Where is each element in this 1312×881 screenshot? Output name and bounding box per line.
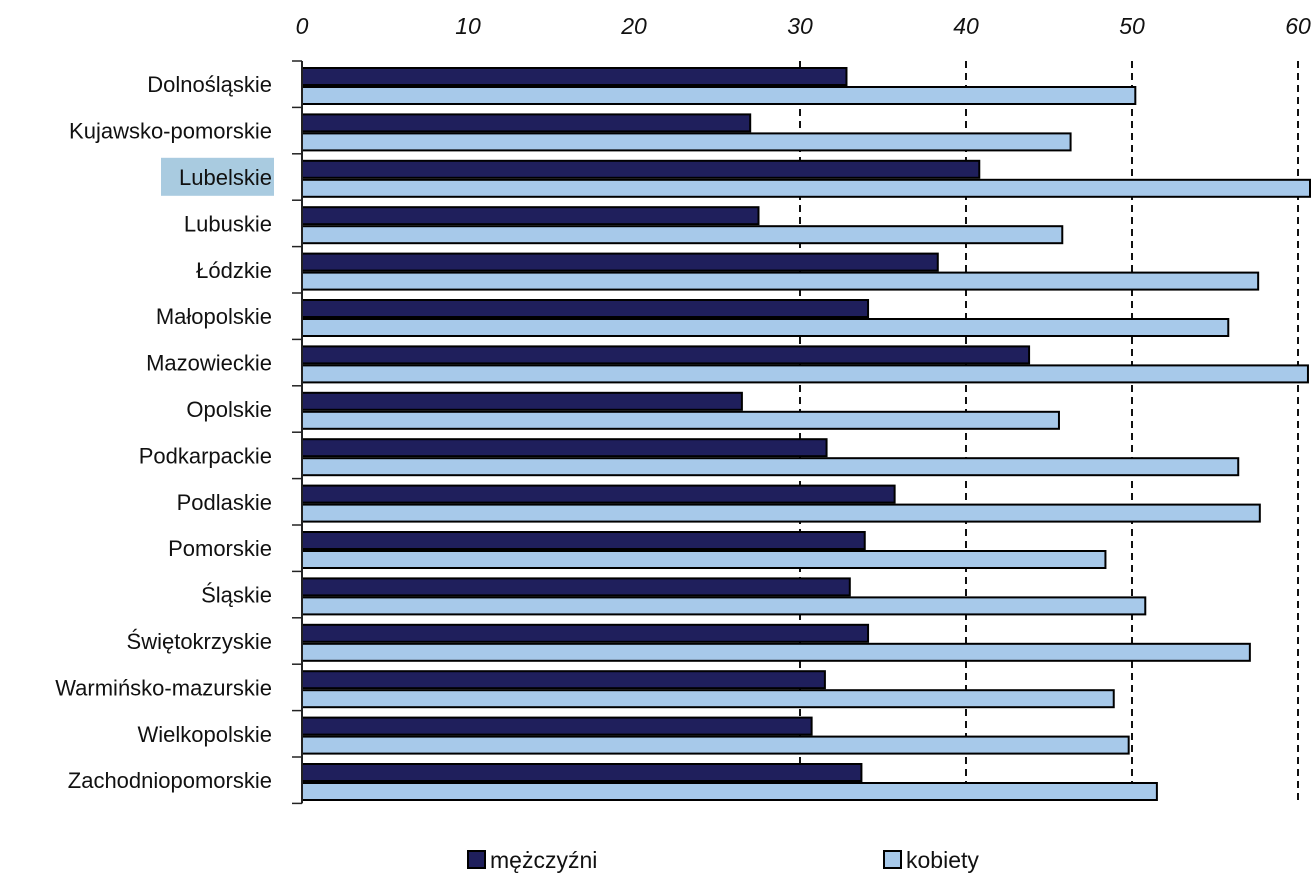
- category-label-slaskie: Śląskie: [201, 583, 272, 608]
- category-label-podlaskie: Podlaskie: [177, 490, 272, 515]
- bar-kobiety-lodzkie: [301, 271, 1260, 291]
- category-label-dolnoslaskie: Dolnośląskie: [147, 72, 272, 97]
- bar-kobiety-opolskie: [301, 410, 1060, 430]
- bar-mezczyzni-podlaskie: [301, 484, 896, 504]
- category-label-swietokrzyskie: Świętokrzyskie: [127, 629, 272, 654]
- category-label-podkarpackie: Podkarpackie: [139, 443, 272, 468]
- x-tick-label-50: 50: [1119, 13, 1145, 39]
- bar-mezczyzni-podkarpackie: [301, 438, 828, 458]
- x-tick-label-0: 0: [296, 13, 309, 39]
- bar-mezczyzni-swietokrzyskie: [301, 623, 870, 643]
- bar-mezczyzni-warminsko-mazurskie: [301, 670, 826, 690]
- legend-swatch-mezczyzni: [467, 850, 486, 869]
- category-label-lubelskie: Lubelskie: [179, 165, 272, 190]
- legend: mężczyźni kobiety: [467, 847, 979, 873]
- bar-kobiety-podlaskie: [301, 503, 1261, 523]
- bar-kobiety-wielkopolskie: [301, 735, 1130, 755]
- bar-mezczyzni-opolskie: [301, 391, 743, 411]
- bar-kobiety-zachodniopomorskie: [301, 782, 1158, 801]
- category-label-opolskie: Opolskie: [186, 397, 272, 422]
- bar-kobiety-dolnoslaskie: [301, 86, 1137, 105]
- category-label-mazowieckie: Mazowieckie: [146, 351, 272, 376]
- bar-mezczyzni-slaskie: [301, 577, 851, 597]
- category-label-kujawsko-pomorskie: Kujawsko-pomorskie: [69, 119, 272, 144]
- bar-kobiety-podkarpackie: [301, 457, 1240, 477]
- bar-kobiety-swietokrzyskie: [301, 642, 1251, 662]
- x-tick-labels: 0 10 20 30 40 50 60: [296, 13, 1311, 39]
- bar-mezczyzni-pomorskie: [301, 531, 866, 550]
- bar-kobiety-lubelskie: [301, 178, 1311, 198]
- highlight-lubelskie: [161, 157, 274, 196]
- category-labels: Dolnośląskie Kujawsko-pomorskie Lubelskie L…: [55, 72, 274, 793]
- category-label-lodzkie: Łódzkie: [196, 258, 272, 283]
- category-label-zachodniopomorskie: Zachodniopomorskie: [68, 768, 272, 793]
- x-tick-label-20: 20: [620, 13, 647, 39]
- bars: [301, 67, 1311, 801]
- bar-kobiety-pomorskie: [301, 550, 1107, 569]
- bar-mezczyzni-zachodniopomorskie: [301, 763, 863, 782]
- legend-swatch-kobiety: [883, 850, 902, 869]
- bar-kobiety-kujawsko-pomorskie: [301, 132, 1072, 152]
- x-tick-label-40: 40: [953, 13, 979, 39]
- bar-kobiety-malopolskie: [301, 318, 1230, 337]
- bar-kobiety-warminsko-mazurskie: [301, 689, 1115, 709]
- bar-mezczyzni-malopolskie: [301, 299, 870, 318]
- bar-mezczyzni-lubelskie: [301, 159, 981, 179]
- bar-kobiety-lubuskie: [301, 225, 1064, 245]
- bar-mezczyzni-lubuskie: [301, 206, 760, 226]
- category-label-malopolskie: Małopolskie: [156, 304, 272, 329]
- legend-label-mezczyzni: mężczyźni: [490, 847, 597, 873]
- category-label-pomorskie: Pomorskie: [168, 536, 272, 561]
- bar-kobiety-slaskie: [301, 596, 1147, 616]
- legend-label-kobiety: kobiety: [906, 847, 979, 873]
- bar-mezczyzni-mazowieckie: [301, 345, 1031, 365]
- x-tick-label-10: 10: [455, 13, 481, 39]
- bar-kobiety-mazowieckie: [301, 364, 1309, 384]
- axes: [292, 60, 303, 805]
- bar-mezczyzni-lodzkie: [301, 252, 939, 272]
- bar-mezczyzni-dolnoslaskie: [301, 67, 848, 86]
- category-label-wielkopolskie: Wielkopolskie: [138, 722, 273, 747]
- bar-mezczyzni-wielkopolskie: [301, 716, 813, 736]
- bar-mezczyzni-kujawsko-pomorskie: [301, 113, 752, 133]
- category-label-warminsko-mazurskie: Warmińsko-mazurskie: [55, 675, 272, 700]
- x-tick-label-30: 30: [787, 13, 813, 39]
- category-label-lubuskie: Lubuskie: [184, 211, 272, 236]
- x-tick-label-60: 60: [1285, 13, 1311, 39]
